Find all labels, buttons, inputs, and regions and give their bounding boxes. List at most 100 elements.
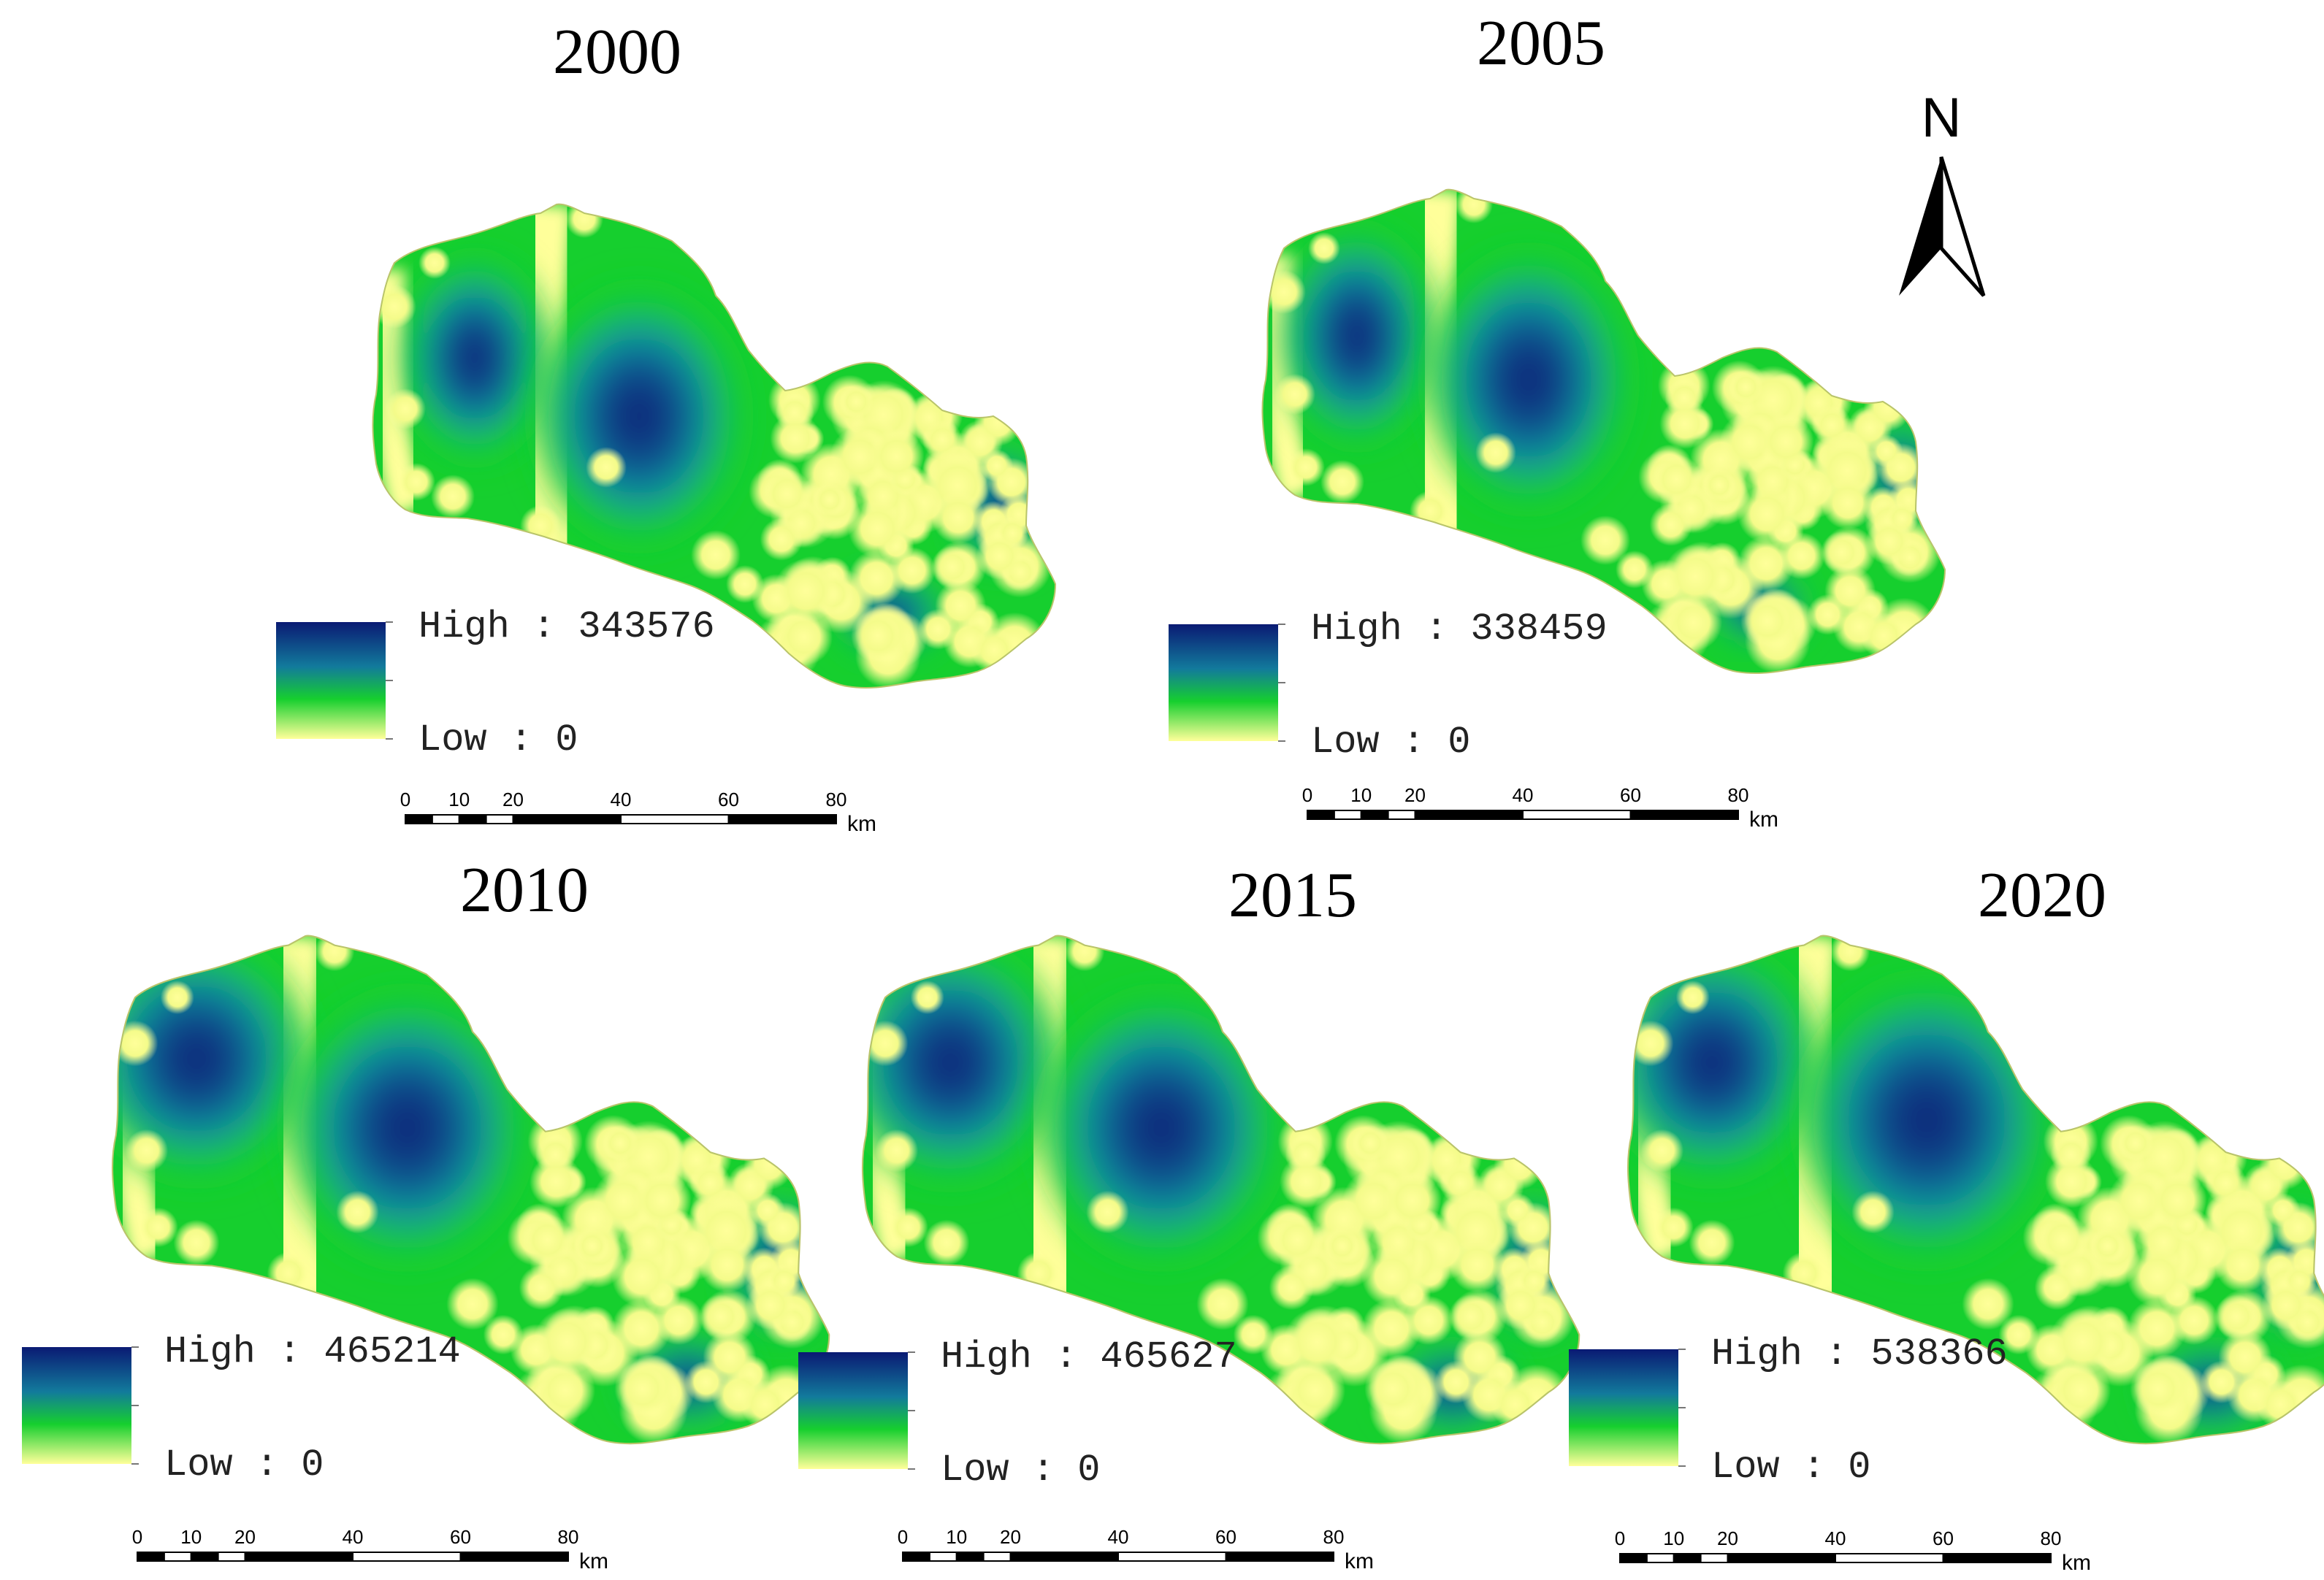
- scale-segment: [620, 814, 730, 824]
- scale-segment: [1645, 1553, 1675, 1563]
- scale-segment: [1333, 810, 1362, 820]
- scale-segment: [902, 1552, 930, 1562]
- legend: High : 465627 Low : 0: [798, 1335, 1237, 1492]
- north-arrow: N: [1899, 87, 1986, 297]
- scale-segment: [1700, 1553, 1729, 1563]
- legend-low: Low : 0: [1711, 1446, 1870, 1489]
- scale-tick-label: 60: [450, 1526, 471, 1548]
- scale-tick-label: 0: [1302, 784, 1312, 806]
- panel-title: 2000: [553, 17, 681, 88]
- scale-tick-label: 60: [1933, 1527, 1954, 1549]
- scale-tick-label: 0: [400, 789, 410, 810]
- scale-tick-label: 20: [502, 789, 524, 810]
- scale-segment: [1835, 1553, 1944, 1563]
- color-ramp: [1569, 1349, 1678, 1466]
- scale-segment: [1673, 1553, 1702, 1563]
- panel-title: 2020: [1978, 860, 2106, 931]
- scale-segment: [431, 814, 460, 824]
- scale-segment: [217, 1552, 246, 1562]
- scale-tick-label: 80: [826, 789, 847, 810]
- scale-tick-label: 20: [1404, 784, 1426, 806]
- legend-low: Low : 0: [418, 718, 578, 762]
- scale-tick-label: 80: [1323, 1526, 1345, 1548]
- scale-tick-label: 60: [1620, 784, 1641, 806]
- scale-segment: [1307, 810, 1335, 820]
- color-ramp: [276, 622, 386, 739]
- scale-unit: km: [2062, 1551, 2091, 1575]
- density-map: [862, 935, 1580, 1444]
- scale-tick-label: 40: [1108, 1526, 1129, 1548]
- north-label: N: [1922, 87, 1962, 149]
- scale-unit: km: [579, 1549, 608, 1573]
- scale-unit: km: [1345, 1549, 1374, 1573]
- legend-high: High : 465214: [164, 1330, 461, 1373]
- legend-low: Low : 0: [164, 1443, 324, 1487]
- legend-low: Low : 0: [941, 1449, 1100, 1492]
- scale-segment: [458, 814, 487, 824]
- panel-title: 2015: [1228, 860, 1357, 931]
- scale-segment: [244, 1552, 353, 1562]
- legend: High : 338459 Low : 0: [1169, 607, 1608, 764]
- scale-tick-label: 10: [1663, 1527, 1684, 1549]
- scale-tick-label: 80: [1728, 784, 1749, 806]
- scale-segment: [1360, 810, 1389, 820]
- scale-segment: [190, 1552, 219, 1562]
- scale-segment: [1629, 810, 1739, 820]
- north-arrow-icon: [1899, 156, 1986, 297]
- scale-segment: [928, 1552, 957, 1562]
- scale-tick-label: 60: [718, 789, 739, 810]
- legend: High : 465214 Low : 0: [22, 1330, 461, 1487]
- color-ramp: [798, 1352, 908, 1469]
- scale-segment: [1117, 1552, 1227, 1562]
- scale-unit: km: [847, 812, 876, 836]
- legend: High : 538366 Low : 0: [1569, 1332, 2008, 1489]
- scale-segment: [727, 814, 837, 824]
- scale-segment: [982, 1552, 1012, 1562]
- scale-tick-label: 60: [1215, 1526, 1236, 1548]
- scale-segment: [352, 1552, 462, 1562]
- scale-segment: [512, 814, 622, 824]
- scale-tick-label: 10: [448, 789, 470, 810]
- scale-segment: [1727, 1553, 1836, 1563]
- legend: High : 343576 Low : 0: [276, 605, 715, 762]
- scale-tick-label: 20: [1717, 1527, 1738, 1549]
- legend-low: Low : 0: [1311, 721, 1470, 764]
- legend-high: High : 343576: [418, 605, 715, 648]
- scale-tick-label: 10: [946, 1526, 967, 1548]
- scale-segment: [1387, 810, 1416, 820]
- scale-segment: [955, 1552, 985, 1562]
- scale-segment: [1522, 810, 1632, 820]
- scale-tick-label: 20: [1000, 1526, 1021, 1548]
- scale-tick-label: 40: [1825, 1527, 1846, 1549]
- scale-tick-label: 10: [1350, 784, 1372, 806]
- scale-tick-label: 0: [1615, 1527, 1625, 1549]
- legend-high: High : 465627: [941, 1335, 1237, 1378]
- scale-segment: [163, 1552, 192, 1562]
- density-map: [112, 935, 830, 1444]
- scale-tick-label: 10: [180, 1526, 202, 1548]
- color-ramp: [1169, 624, 1278, 741]
- scale-segment: [137, 1552, 165, 1562]
- scale-segment: [485, 814, 514, 824]
- scale-tick-label: 20: [234, 1526, 256, 1548]
- scale-segment: [1225, 1552, 1334, 1562]
- scale-segment: [405, 814, 433, 824]
- scale-segment: [459, 1552, 569, 1562]
- color-ramp: [22, 1347, 131, 1464]
- scale-tick-label: 80: [2041, 1527, 2062, 1549]
- scale-tick-label: 0: [132, 1526, 142, 1548]
- scale-segment: [1009, 1552, 1119, 1562]
- legend-high: High : 338459: [1311, 607, 1608, 651]
- scale-tick-label: 40: [611, 789, 632, 810]
- scale-tick-label: 80: [558, 1526, 579, 1548]
